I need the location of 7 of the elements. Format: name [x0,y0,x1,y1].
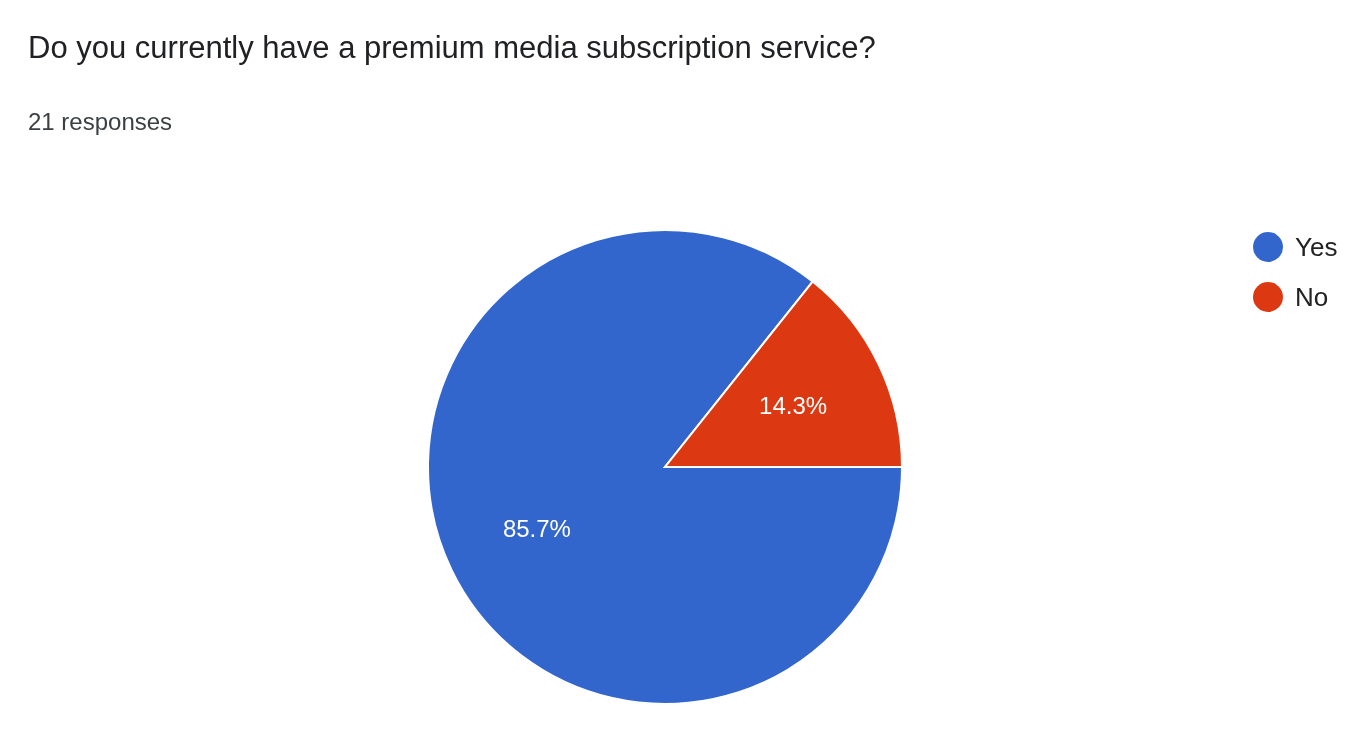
legend-label: Yes [1295,232,1338,263]
pie-slice [427,229,903,705]
data-label: 85.7% [502,515,571,543]
text: 21 responses [28,108,173,135]
chart-title: Do you currently have a premium media subscription service? [28,30,876,65]
data-label: 14.3% [759,391,828,419]
legend-label: No [1295,282,1329,313]
